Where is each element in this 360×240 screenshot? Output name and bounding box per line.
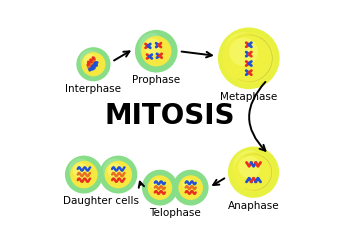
Circle shape	[173, 170, 208, 205]
Circle shape	[84, 54, 97, 67]
Circle shape	[80, 50, 100, 70]
Circle shape	[228, 147, 279, 198]
Circle shape	[99, 156, 137, 193]
Text: Daughter cells: Daughter cells	[63, 196, 139, 206]
Circle shape	[103, 158, 126, 181]
Circle shape	[233, 152, 274, 192]
Circle shape	[142, 170, 178, 205]
Text: MITOSIS: MITOSIS	[104, 102, 235, 131]
Text: Anaphase: Anaphase	[228, 201, 279, 211]
Circle shape	[238, 156, 261, 178]
Circle shape	[178, 175, 203, 200]
Circle shape	[81, 52, 105, 76]
Circle shape	[144, 38, 161, 55]
Text: Interphase: Interphase	[66, 84, 121, 94]
Circle shape	[148, 175, 172, 200]
Text: Telophase: Telophase	[149, 208, 201, 218]
Circle shape	[224, 32, 264, 72]
Circle shape	[104, 161, 132, 188]
Circle shape	[233, 150, 266, 184]
Text: Prophase: Prophase	[132, 75, 180, 85]
Circle shape	[107, 163, 122, 178]
Circle shape	[65, 156, 103, 193]
Circle shape	[141, 36, 171, 66]
Circle shape	[73, 163, 88, 178]
Circle shape	[223, 32, 275, 84]
Circle shape	[218, 28, 280, 89]
Circle shape	[139, 33, 165, 59]
Circle shape	[182, 178, 194, 191]
Circle shape	[135, 30, 177, 72]
Text: Metaphase: Metaphase	[220, 92, 278, 102]
Circle shape	[151, 178, 163, 191]
Circle shape	[70, 161, 98, 188]
Circle shape	[69, 158, 91, 181]
Circle shape	[229, 37, 258, 66]
Circle shape	[76, 47, 111, 81]
